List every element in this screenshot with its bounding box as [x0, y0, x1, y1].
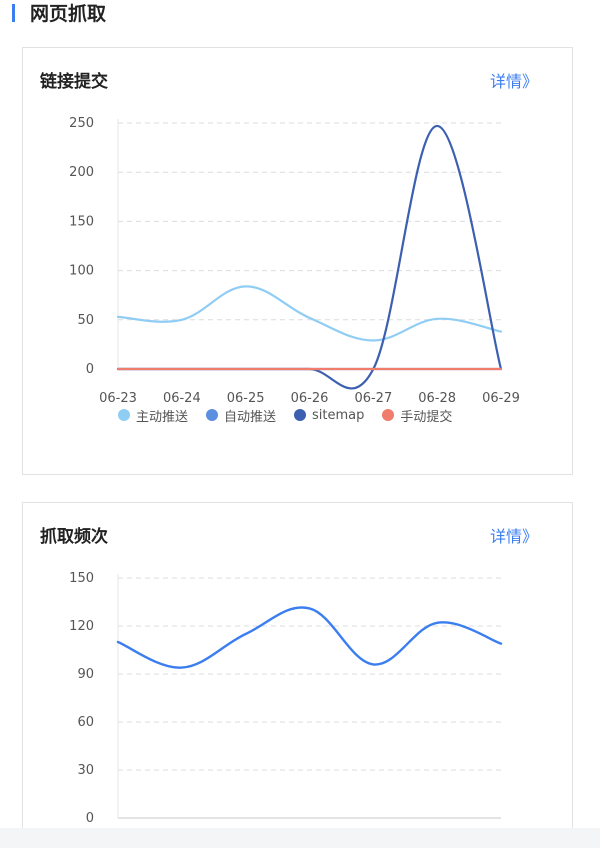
section-accent-bar [12, 4, 15, 22]
crawl-frequency-title: 抓取频次 [40, 527, 108, 547]
legend-item[interactable]: sitemap [294, 408, 364, 423]
legend-dot-icon [206, 409, 219, 421]
section-header: 网页抓取 [0, 0, 600, 34]
legend-label: 自动推送 [224, 409, 277, 425]
link-submission-legend: 主动推送 自动推送 sitemap 手动提交 [118, 406, 470, 425]
legend-item[interactable]: 手动提交 [382, 406, 452, 425]
crawl-frequency-detail-link[interactable]: 详情》 [489, 527, 538, 546]
legend-dot-icon [118, 409, 130, 421]
legend-label: 主动推送 [136, 409, 189, 425]
legend-item[interactable]: 主动推送 [118, 406, 188, 425]
legend-label: sitemap [312, 407, 365, 423]
section-title: 网页抓取 [30, 3, 107, 25]
link-submission-title: 链接提交 [40, 72, 108, 92]
crawl-frequency-card: 抓取频次 详情》 [22, 502, 573, 848]
legend-dot-icon [294, 409, 307, 421]
link-submission-detail-link[interactable]: 详情》 [489, 72, 538, 91]
legend-item[interactable]: 自动推送 [206, 406, 276, 425]
legend-dot-icon [382, 409, 395, 421]
legend-label: 手动提交 [400, 409, 453, 425]
bottom-strip [0, 828, 600, 848]
